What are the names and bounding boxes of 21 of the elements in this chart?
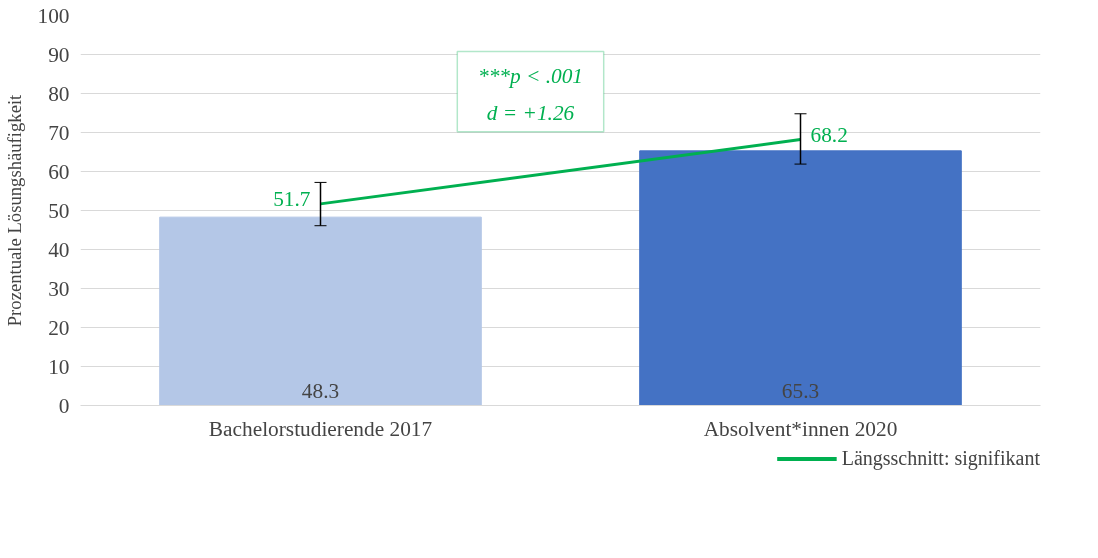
y-tick-label: 70 — [48, 120, 70, 145]
y-tick-label: 100 — [37, 3, 70, 28]
data-label: 51.7 — [273, 186, 311, 211]
y-tick-label: 60 — [48, 159, 70, 184]
data-label: 48.3 — [301, 378, 340, 403]
y-tick-label: 0 — [58, 393, 70, 418]
y-tick-label: 20 — [48, 315, 70, 340]
y-tick-label: 50 — [48, 198, 70, 223]
annotation: d = +1.26 — [486, 101, 575, 125]
y-axis-title: Prozentuale Lösungshäufigkeit — [3, 93, 25, 327]
y-tick-label: 10 — [48, 354, 70, 379]
x-tick-label: Bachelorstudierende 2017 — [208, 416, 433, 441]
data-label: 65.3 — [781, 378, 820, 403]
data-label: 68.2 — [810, 122, 848, 147]
y-tick-label: 30 — [48, 276, 70, 301]
annotation: ***p < .001 — [477, 63, 584, 88]
x-tick-label: Absolvent*innen 2020 — [703, 416, 898, 441]
y-tick-label: 40 — [48, 237, 70, 262]
legend-label: Längsschnitt: signifikant — [841, 446, 1040, 470]
y-tick-label: 80 — [48, 81, 70, 106]
y-tick-label: 90 — [48, 42, 70, 67]
